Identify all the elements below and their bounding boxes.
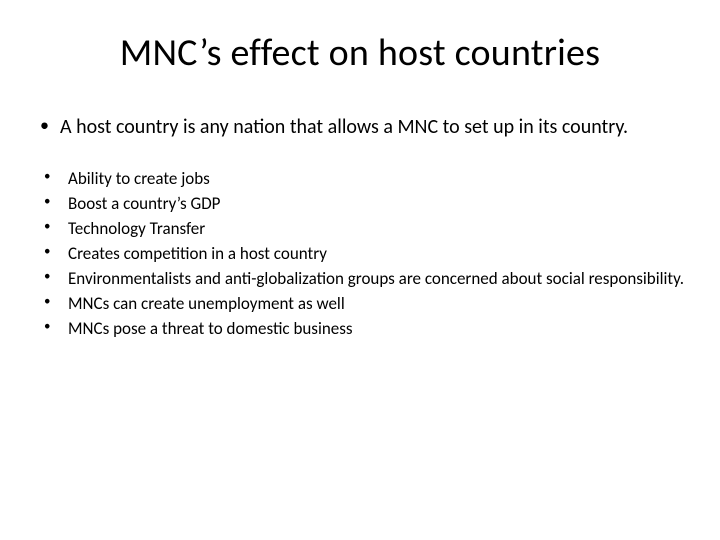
intro-item: A host country is any nation that allows… [36,114,684,140]
slide-title: MNC’s effect on host countries [36,30,684,76]
list-item: MNCs can create unemployment as well [36,293,684,316]
list-item: Creates competition in a host country [36,243,684,266]
list-item: MNCs pose a threat to domestic business [36,318,684,341]
bullet-list: Ability to create jobs Boost a country’s… [36,168,684,341]
list-item: Technology Transfer [36,218,684,241]
list-item: Environmentalists and anti-globalization… [36,268,684,291]
slide: MNC’s effect on host countries A host co… [0,0,720,540]
intro-list: A host country is any nation that allows… [36,114,684,140]
list-item: Boost a country’s GDP [36,193,684,216]
list-item: Ability to create jobs [36,168,684,191]
